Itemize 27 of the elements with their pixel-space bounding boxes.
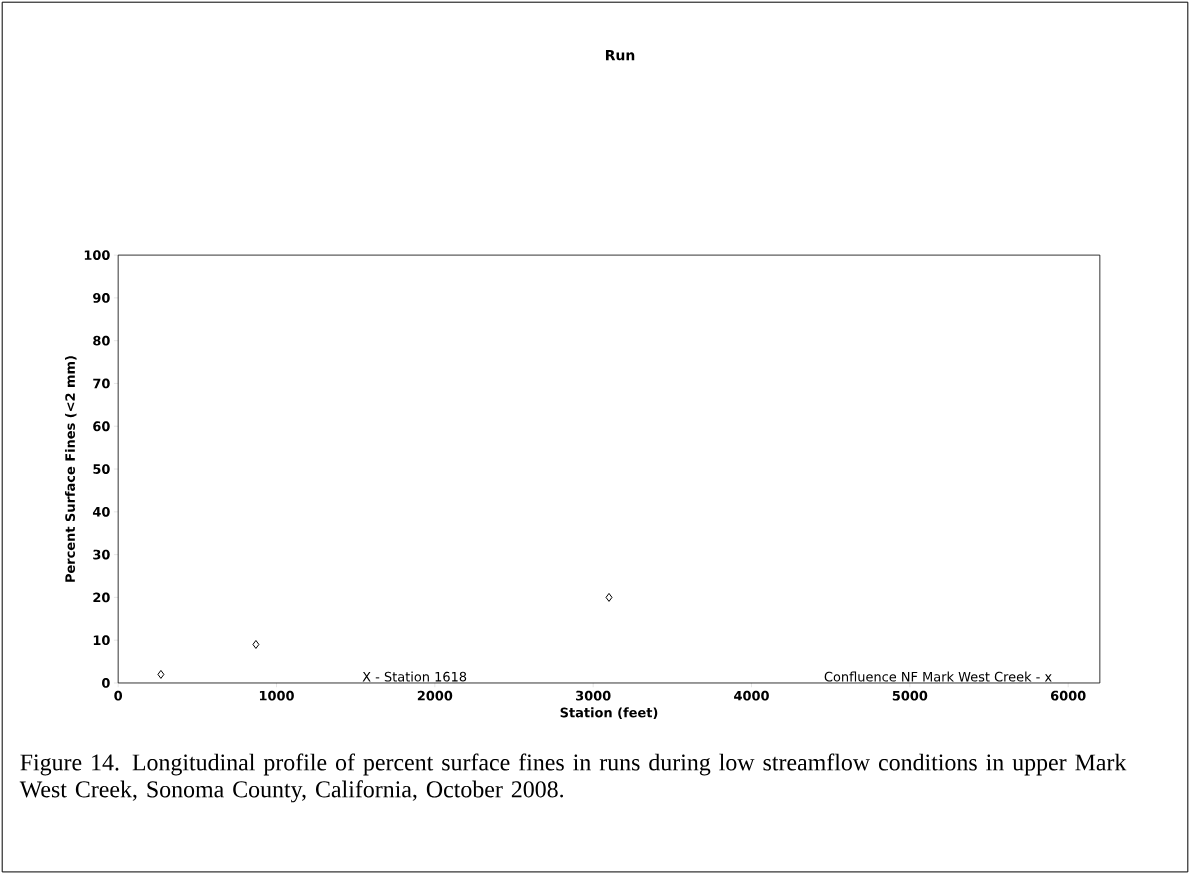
annotation: Confluence NF Mark West Creek - x: [824, 671, 1052, 682]
y-tick-label: 20: [93, 592, 110, 603]
x-tick-label: 1000: [259, 690, 294, 701]
y-tick-label: 10: [93, 635, 110, 646]
x-tick-label: 5000: [892, 690, 928, 701]
point: [605, 592, 613, 602]
y-tick-label: 30: [93, 549, 110, 560]
chart-title: Run: [605, 49, 635, 61]
y-axis-title: Percent Surface Fines (<2 mm): [64, 356, 77, 582]
y-tick-label: 0: [102, 678, 110, 688]
x-tick-label: 6000: [1050, 690, 1086, 701]
y-tick-label: 60: [93, 421, 110, 432]
point: [157, 669, 165, 679]
y-tick-label: 100: [84, 250, 110, 260]
caption: Figure 14. Longitudinal profile of percent surface fines in runs during low streamflow conditions in upper Mark West Creek, Sonoma County, California, October 2008.: [19, 753, 1127, 803]
y-tick-label: 50: [93, 464, 110, 474]
x-tick-label: 4000: [734, 690, 769, 701]
y-tick-label: 70: [93, 378, 110, 389]
point: [252, 639, 260, 649]
y-tick-label: 80: [93, 335, 110, 346]
y-tick-label: 90: [93, 292, 110, 303]
annotation: X - Station 1618: [362, 671, 467, 682]
x-axis-title: Station (feet): [560, 707, 658, 719]
x-tick-label: 2000: [417, 690, 453, 701]
x-tick-label: 3000: [576, 690, 611, 701]
x-tick-label: 0: [114, 690, 123, 701]
y-tick-label: 40: [92, 506, 110, 517]
